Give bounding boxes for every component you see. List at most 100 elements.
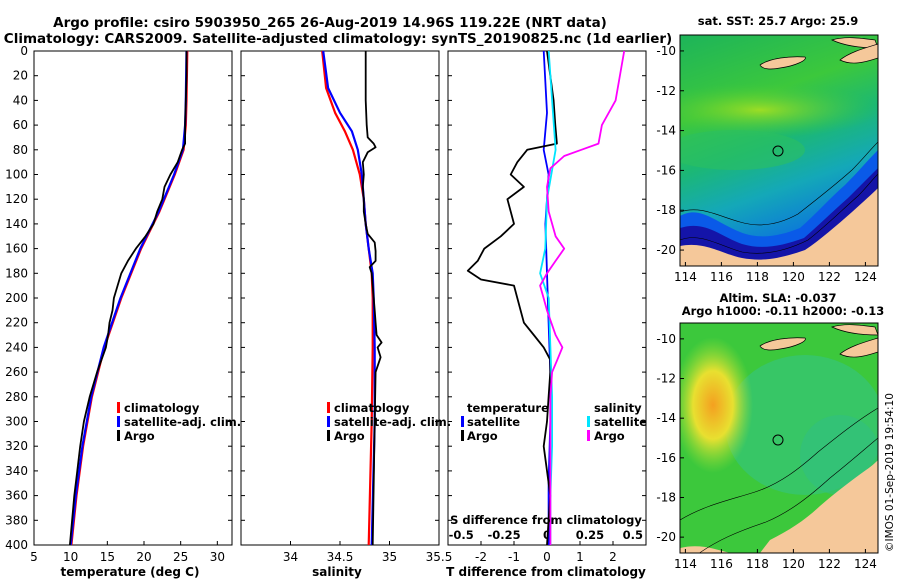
legend-t-satellite-swatch	[461, 416, 464, 427]
map-lat-tick-label: -20	[656, 530, 676, 544]
sla-map-title-1: Altim. SLA: -0.037	[719, 291, 836, 305]
depth-tick-label: 380	[5, 513, 28, 527]
sst-isobath-2000	[680, 141, 878, 226]
sst-land-timor	[839, 43, 878, 64]
map-lat-tick-label: -20	[656, 243, 676, 257]
depth-tick-label: 180	[5, 266, 28, 280]
s-difference-label: S difference from climatology	[450, 513, 642, 527]
difference-profile-plot: -2 -1 0 1 2-0.5 -0.25 0 0.25 0.5	[449, 50, 643, 564]
sla-isobath-2000	[680, 407, 878, 521]
temperature-profile-plot: 5 10 15 20 25 30	[30, 50, 225, 564]
legend-salinity-heading: salinity	[594, 401, 642, 415]
series-line-t-argo	[466, 50, 558, 546]
x-tick-label: 34.5	[327, 550, 354, 564]
map-lat-tick-label: -16	[656, 163, 676, 177]
series-line-satellite-adj-clim-	[322, 50, 376, 546]
legend-s-sat-swatch	[587, 416, 590, 427]
sst-warm-band	[680, 82, 878, 138]
legend-argo-label: Argo	[124, 429, 155, 443]
difference-legend: temperature satellite Argo salinity sate…	[461, 401, 647, 443]
sla-land-timor	[839, 337, 878, 358]
series-line-climatology	[70, 50, 189, 546]
legend-t-argo-swatch	[461, 430, 464, 441]
map-lat-tick-label: -14	[656, 411, 676, 425]
legend-s-sat-label: satellite	[594, 415, 647, 429]
depth-tick-label: 140	[5, 217, 28, 231]
depth-tick-label: 340	[5, 464, 28, 478]
legend-s-argo2-label: Argo	[594, 429, 625, 443]
legend-climatology-swatch	[117, 402, 120, 413]
sst-land-sumba	[759, 56, 806, 70]
x-tick-label: 15	[100, 550, 115, 564]
series-line-argo	[361, 51, 383, 546]
sst-map-axes: 114 116 118 120 122 124 -10 -12 -14 -16 -18 -20	[656, 44, 876, 284]
sla-isobath-1000	[698, 437, 878, 553]
map-lon-tick-label: 116	[710, 270, 733, 284]
salinity-profile-plot: 34 34.5 35 35.5	[283, 50, 453, 564]
x-tick-label: 25	[173, 550, 188, 564]
sst-land-flores	[831, 37, 878, 49]
x-tick-label: 10	[63, 550, 78, 564]
legend-satellite-label: satellite-adj. clim.	[124, 415, 241, 429]
salinity-legend: climatology satellite-adj. clim. Argo	[327, 401, 451, 443]
sla-map-frame	[679, 322, 879, 554]
map-lon-tick-label: 120	[782, 557, 805, 571]
depth-tick-label: 400	[5, 538, 28, 552]
x-tick-label: 20	[136, 550, 151, 564]
depth-tick-label: 0	[20, 44, 28, 58]
series-line-argo	[69, 51, 188, 546]
salinity-xlabel: salinity	[312, 565, 362, 579]
map-lat-tick-label: -10	[656, 44, 676, 58]
salinity-panel	[240, 50, 440, 546]
depth-tick-label: 120	[5, 192, 28, 206]
series-line-s-satellite	[539, 50, 557, 545]
map-lat-tick-label: -12	[656, 84, 676, 98]
sla-map-axes: 114 116 118 120 122 124 -10 -12 -14 -16 -18 -20	[656, 332, 876, 571]
legend-s-argo-swatch	[327, 430, 330, 441]
title-line-2: Climatology: CARS2009. Satellite-adjuste…	[4, 31, 672, 47]
s-diff-tick-label: 0.25	[576, 528, 604, 542]
legend-s-argo2-swatch	[587, 430, 590, 441]
sla-argo-location-marker	[772, 434, 784, 446]
x-tick-label: 34	[283, 550, 298, 564]
x-tick-label: 1	[576, 550, 584, 564]
depth-tick-label: 160	[5, 242, 28, 256]
x-tick-label: 2	[609, 550, 617, 564]
t-difference-xlabel: T difference from climatology	[446, 565, 646, 579]
depth-tick-label: 20	[13, 69, 28, 83]
depth-tick-label: 260	[5, 365, 28, 379]
sst-argo-location-marker	[772, 145, 784, 157]
series-line-s-argo	[539, 50, 626, 545]
series-line-satellite-adj-clim-	[69, 50, 188, 546]
sla-map-title-2: Argo h1000: -0.11 h2000: -0.13	[682, 304, 885, 318]
s-diff-tick-label: 0.5	[623, 528, 643, 542]
depth-tick-label: 200	[5, 291, 28, 305]
sla-land-edge	[680, 546, 731, 553]
sla-land-flores	[831, 324, 878, 336]
title-line-1: Argo profile: csiro 5903950_265 26-Aug-2…	[53, 15, 607, 31]
depth-tick-label: 80	[13, 143, 28, 157]
map-lon-tick-label: 114	[674, 270, 697, 284]
imos-watermark: ©IMOS 01-Sep-2019 19:54:10	[884, 393, 896, 552]
map-lat-tick-label: -12	[656, 372, 676, 386]
map-lat-tick-label: -14	[656, 124, 676, 138]
sst-map	[680, 35, 878, 266]
legend-t-argo-label: Argo	[467, 429, 498, 443]
map-lon-tick-label: 118	[746, 557, 769, 571]
x-tick-label: -1	[508, 550, 520, 564]
depth-tick-label: 40	[13, 93, 28, 107]
legend-s-climatology-swatch	[327, 402, 330, 413]
depth-tick-label: 220	[5, 316, 28, 330]
map-lat-tick-label: -18	[656, 203, 676, 217]
depth-tick-label: 300	[5, 415, 28, 429]
sst-patch	[680, 130, 805, 170]
legend-temperature-heading: temperature	[467, 401, 549, 415]
x-tick-label: 5	[30, 550, 38, 564]
map-lon-tick-label: 118	[746, 270, 769, 284]
x-tick-label: 35.5	[426, 550, 453, 564]
legend-s-satellite-label: satellite-adj. clim.	[334, 415, 451, 429]
map-lon-tick-label: 124	[854, 557, 877, 571]
sst-land-australia	[680, 188, 878, 266]
x-tick-label: 30	[210, 550, 225, 564]
